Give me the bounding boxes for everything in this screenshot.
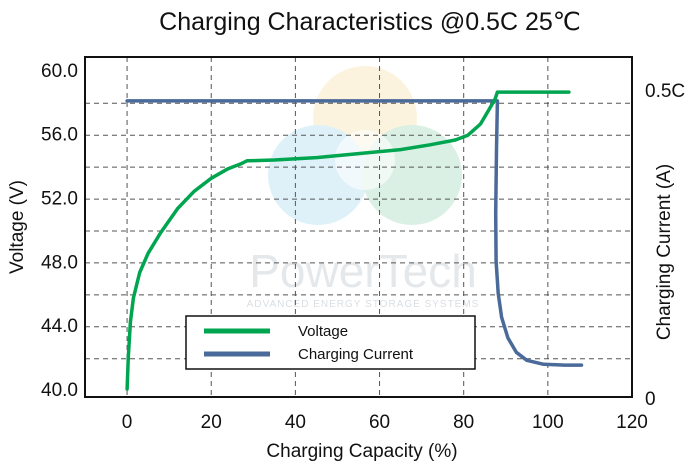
watermark-brand: PowerTech: [249, 245, 477, 297]
legend: Voltage Charging Current: [185, 315, 476, 370]
x-axis-ticks: 0 20 40 60 80 100 120: [122, 412, 648, 433]
y-tick-label-44: 44.0: [41, 316, 78, 337]
y-tick-label-40: 40.0: [41, 380, 78, 401]
legend-voltage-label: Voltage: [298, 323, 348, 340]
plot-frame: [84, 56, 633, 398]
x-axis-label: Charging Capacity (%): [266, 441, 457, 462]
y-tick-label-56: 56.0: [41, 125, 78, 146]
legend-current-label: Charging Current: [298, 346, 414, 363]
x-tick-label-80: 80: [453, 412, 474, 433]
watermark-tagline: ADVANCED ENERGY STORAGE SYSTEMS: [247, 299, 480, 310]
x-tick-label-60: 60: [369, 412, 390, 433]
x-tick-label-100: 100: [532, 412, 564, 433]
watermark-logo-blob-center: [335, 130, 395, 190]
watermark-logo-blob-left: [268, 125, 368, 225]
legend-box: [185, 315, 476, 370]
y-axis-ticks: 40.0 44.0 48.0 52.0 56.0 60.0: [41, 61, 78, 401]
y-tick-label-52: 52.0: [41, 188, 78, 209]
watermark-logo-blob-top: [313, 66, 417, 170]
chart-title: Charging Characteristics @0.5C 25℃: [159, 8, 581, 36]
y-axis-label: Voltage (V): [7, 180, 28, 274]
x-tick-label-0: 0: [122, 412, 133, 433]
powertech-watermark: [268, 66, 462, 225]
charging-current-line: [125, 99, 584, 367]
y-tick-label-60: 60.0: [41, 61, 78, 82]
voltage-line: [125, 90, 571, 391]
y2-tick-label-max: 0.5C: [645, 81, 685, 102]
y2-tick-label-zero: 0: [645, 389, 656, 410]
x-tick-label-120: 120: [616, 412, 648, 433]
y2-axis-label: Charging Current (A): [654, 164, 675, 340]
y-tick-label-48: 48.0: [41, 252, 78, 273]
x-tick-label-40: 40: [285, 412, 306, 433]
x-tick-label-20: 20: [201, 412, 222, 433]
